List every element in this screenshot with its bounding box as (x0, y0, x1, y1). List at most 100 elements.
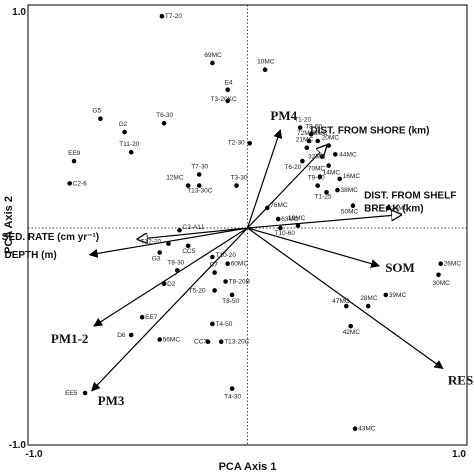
point-16mc (337, 176, 343, 182)
point-label-30mc: 30MC (433, 280, 451, 287)
vector-label-som: SOM (385, 260, 415, 275)
point-8mc (315, 138, 321, 144)
vector-dist-from-shelf-break-km (247, 215, 402, 229)
point-14mc (326, 163, 332, 168)
vectors-layer: PM4 DIST. FROM SHORE (km) DIST. FROM SHELF… (2, 108, 474, 408)
point-label-t13-20c: T13-20C (224, 339, 250, 346)
point-20mc (326, 143, 332, 148)
point-label-t4-30: T4-30 (224, 394, 241, 401)
point-t9-30 (315, 183, 321, 188)
point-label-t7-20: T7-20 (165, 13, 182, 20)
point-63mc (275, 216, 281, 222)
point-label-d6: D6 (117, 332, 126, 339)
point-60mc (225, 261, 230, 267)
point-c7 (212, 270, 217, 275)
point-label-c2-6: C2-6 (73, 180, 87, 187)
vector-resin (247, 227, 444, 370)
point-69mc (210, 60, 215, 66)
point-label-d2: D2 (167, 281, 176, 288)
point-label-t8-60: T8-60 (305, 123, 322, 130)
point-label-t1-20: T1-20 (294, 117, 311, 124)
point-label-t3-20kc: T3-20KC (211, 96, 237, 103)
point-t4-50 (210, 321, 215, 327)
point-label-c7: C7 (210, 262, 219, 269)
point-label-42mc: 42MC (343, 329, 361, 336)
point-label-ee9: EE9 (68, 150, 81, 157)
point-label-20mc: 20MC (322, 135, 340, 142)
point-label-ee7: EE7 (145, 314, 158, 321)
point-label-8mc: 8MC (314, 130, 328, 137)
point-label-38mc: 38MC (341, 187, 359, 194)
points-layer: T7-20 69MC 10MC E4 T3-20KC G5 T6-30 G2 T1-20T8-6… (65, 13, 461, 433)
point-ee9 (71, 158, 77, 164)
point-44mc (333, 152, 338, 157)
point-label-12mc: 12MC (166, 175, 184, 182)
point-label-g5: G5 (92, 108, 101, 115)
vector-label-pm4: PM4 (270, 108, 297, 123)
point-42mc (348, 323, 354, 329)
point-30mc (436, 272, 441, 278)
point-label-69mc: 69MC (204, 52, 222, 59)
point-label-t11-20: T11-20 (119, 141, 139, 148)
point-label-t8-50: T8-50 (222, 298, 239, 305)
point-cc5 (185, 243, 191, 249)
point-t8-50 (229, 292, 235, 298)
vector-label-pm3: PM3 (98, 393, 125, 408)
point-c2-6 (67, 181, 72, 186)
y-tick-label: -1.0 (9, 440, 27, 451)
point-label-14mc: 14MC (323, 170, 341, 177)
point-76mc (265, 205, 270, 211)
point-32mc (319, 154, 325, 159)
point-24mc (385, 205, 391, 211)
point-ee7 (139, 314, 145, 320)
point-label-50mc: 50MC (341, 209, 359, 216)
vector-label-sed-rate-cm-yr: SED. RATE (cm yr⁻¹) (2, 232, 99, 243)
point-label-21mc: 21MC (296, 137, 314, 144)
point-21mc (304, 145, 310, 150)
point-d6 (128, 332, 134, 338)
point-label-t1-25: T1-25 (315, 193, 332, 200)
point-t6-20 (300, 158, 305, 164)
point-28mc (365, 303, 371, 309)
point-label-cc7: CC7 (194, 339, 207, 346)
point-t8-30 (175, 268, 180, 273)
x-tick-label: -1.0 (25, 449, 43, 460)
point-t10-20 (210, 254, 215, 260)
point-g5 (98, 116, 103, 121)
vector-label-resin: RESIN (448, 373, 474, 388)
point-cc7 (205, 339, 211, 345)
point-t10-60 (278, 225, 283, 231)
point-t3-20kc (225, 98, 230, 104)
y-tick-label: 1.0 (12, 7, 26, 18)
point-t7-20 (159, 13, 165, 19)
point-label-47mc: 47MC (332, 298, 350, 305)
point-t4-30 (229, 386, 235, 391)
point-t8-60 (308, 132, 314, 137)
point-t11-20 (128, 149, 134, 155)
point-label-t12-20: T12-20 (141, 239, 162, 246)
point-12mc (185, 183, 191, 188)
vector-som (247, 227, 381, 268)
point-label-g3: G3 (152, 256, 161, 263)
vector-label-dist-from-shore-km: DIST. FROM SHORE (km) (311, 126, 430, 137)
vector-label-depth-m: DEPTH (m) (5, 250, 57, 261)
point-label-t8-20b: T8-20B (229, 279, 250, 286)
point-label-28mc: 28MC (360, 295, 378, 302)
point-label-ee5: EE5 (65, 390, 78, 397)
point-e4 (225, 87, 230, 92)
point-label-19mc: 19MC (288, 215, 306, 222)
point-t2-30 (247, 141, 252, 146)
y-axis-title: PCA Axis 2 (3, 196, 15, 254)
point-label-72mc: 72MC (297, 130, 315, 137)
point-t13-20c (218, 339, 224, 345)
vector-pm4 (246, 129, 283, 229)
point-label-44mc: 44MC (339, 151, 357, 158)
point-label-t7-30: T7-30 (191, 164, 208, 171)
point-t13-30c (196, 183, 202, 188)
point-g2 (122, 129, 127, 135)
point-label-g2: G2 (119, 121, 128, 128)
point-label-24mc: 24MC (391, 205, 409, 212)
point-label-e4: E4 (225, 80, 233, 87)
point-d2 (161, 281, 167, 287)
vector-dist-from-shore-km (247, 146, 327, 229)
